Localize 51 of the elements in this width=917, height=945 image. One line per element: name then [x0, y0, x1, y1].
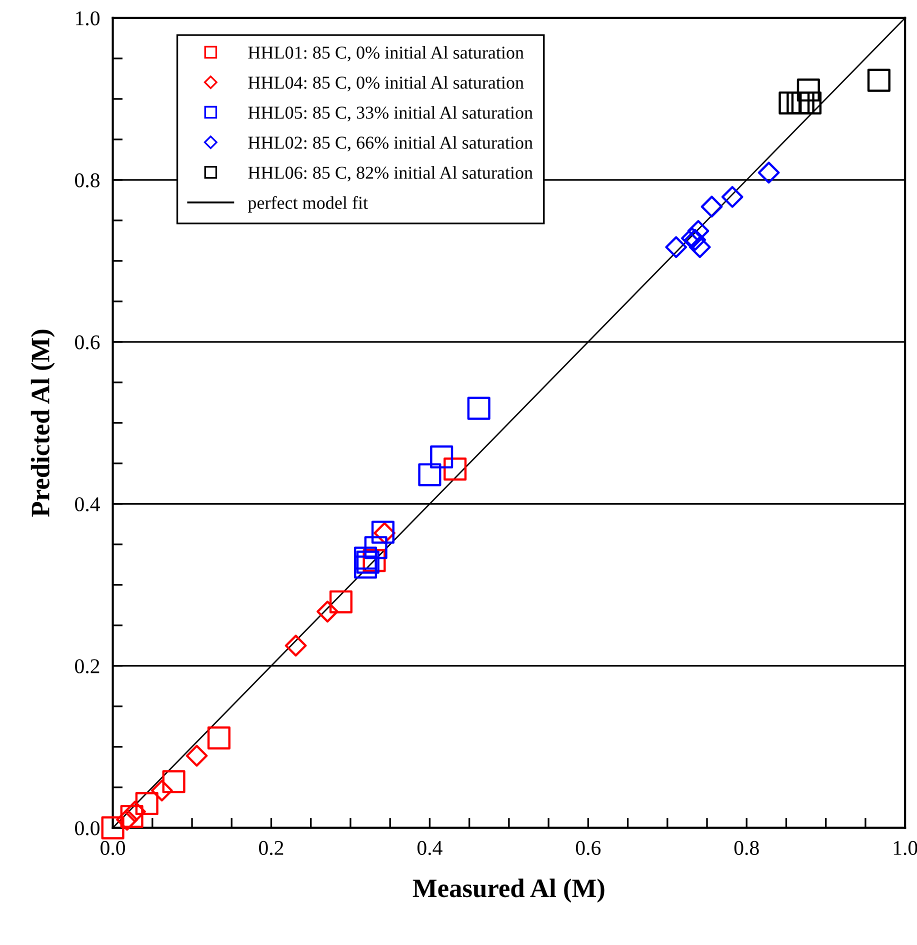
point [356, 550, 380, 574]
legend-label: HHL05: 85 C, 33% initial Al saturation [248, 106, 533, 122]
x-tick-label: 0.8 [734, 840, 759, 856]
y-tick-label: 0.8 [75, 173, 100, 188]
point [101, 816, 124, 840]
point [124, 800, 146, 823]
point [120, 804, 144, 828]
point [684, 228, 706, 251]
point [329, 590, 352, 614]
legend-label: HHL02: 85 C, 66% initial Al saturation [248, 136, 533, 152]
point [364, 536, 388, 560]
legend-label: HHL06: 85 C, 82% initial Al saturation [248, 166, 533, 182]
point [354, 556, 378, 579]
y-tick-label: 0.4 [75, 497, 100, 512]
point [162, 770, 186, 794]
point [207, 726, 230, 750]
y-tick-label: 1.0 [76, 11, 100, 26]
point [150, 780, 173, 802]
point [867, 68, 890, 92]
point [316, 600, 338, 623]
x-axis-title: Measured Al (M) [412, 878, 604, 903]
y-tick-label: 0.2 [75, 659, 100, 674]
legend-label: HHL01: 85 C, 0% initial Al saturation [248, 46, 524, 62]
point [186, 744, 208, 767]
point [467, 396, 490, 420]
point [721, 186, 744, 208]
x-tick-label: 0.0 [100, 840, 126, 856]
point [700, 196, 723, 218]
point [354, 546, 378, 570]
point [116, 808, 138, 831]
point [418, 463, 442, 486]
x-tick-label: 0.4 [417, 840, 442, 856]
x-tick-label: 0.6 [576, 840, 601, 856]
point [444, 458, 467, 481]
legend-label: perfect model fit [248, 196, 368, 213]
legend-label: HHL04: 85 C, 0% initial Al saturation [248, 76, 524, 92]
point [687, 220, 710, 242]
point [284, 634, 307, 657]
point [430, 445, 454, 468]
point [758, 162, 780, 184]
y-tick-label: 0.0 [75, 821, 100, 836]
point [688, 236, 711, 258]
point [665, 236, 688, 258]
point [135, 792, 158, 816]
x-tick-label: 0.2 [259, 840, 284, 856]
y-axis-title: Predicted Al (M) [30, 330, 55, 517]
point [362, 549, 386, 572]
point [796, 78, 820, 102]
x-tick-label: 1.0 [894, 840, 917, 856]
y-tick-label: 0.6 [75, 335, 100, 350]
point [778, 91, 802, 115]
